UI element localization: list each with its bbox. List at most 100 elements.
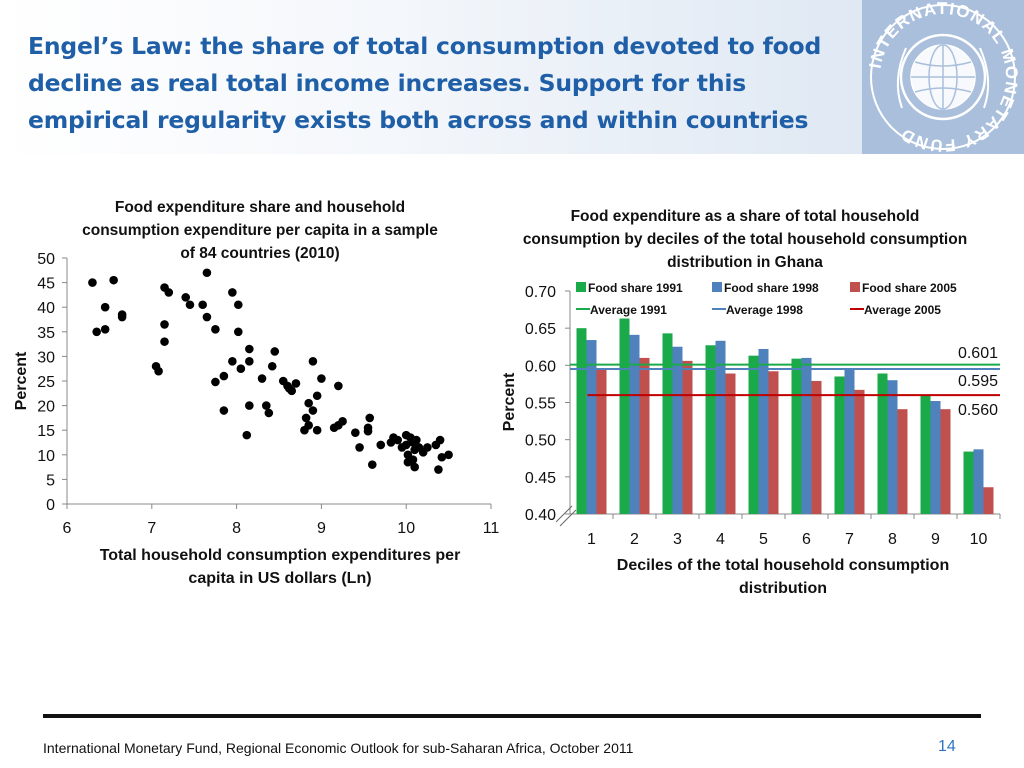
legend-label: Food share 2005: [862, 281, 957, 295]
scatter-point: [267, 361, 277, 371]
bar-y-label: Percent: [501, 372, 518, 431]
scatter-chart-title: Food expenditure share and household con…: [82, 199, 438, 262]
scatter-point: [291, 379, 301, 388]
x-tick-label: 11: [483, 520, 500, 537]
bar: [887, 380, 898, 514]
bar: [768, 371, 779, 514]
scatter-point: [202, 268, 212, 278]
scatter-point: [437, 452, 447, 462]
bar: [725, 373, 736, 514]
scatter-point: [435, 435, 445, 445]
scatter-point: [100, 325, 110, 334]
scatter-point: [233, 327, 243, 337]
y-tick-label: 5: [46, 472, 55, 489]
bar: [854, 389, 865, 514]
scatter-point: [202, 312, 212, 322]
average-label: 0.560: [958, 402, 998, 419]
scatter-point: [211, 325, 220, 334]
scatter-point: [376, 440, 386, 450]
axis-break: [555, 505, 573, 523]
imf-seal-icon: INTERNATIONAL MONETARY FUND: [866, 0, 1020, 155]
scatter-point: [198, 300, 207, 310]
bar: [758, 348, 769, 514]
bar: [586, 340, 597, 514]
y-tick-label: 0.50: [525, 433, 556, 450]
legend-swatch: [576, 282, 586, 292]
y-tick-label: 35: [37, 325, 55, 342]
x-tick-label: 6: [63, 520, 72, 537]
scatter-point: [181, 293, 191, 302]
scatter-point: [100, 302, 110, 312]
scatter-point: [117, 312, 127, 322]
scatter-point: [365, 413, 375, 423]
x-tick-label: 10: [397, 520, 415, 537]
average-label: 0.595: [958, 373, 998, 390]
bar: [748, 355, 759, 514]
bar: [811, 380, 822, 514]
scatter-point: [154, 366, 163, 376]
scatter-point: [160, 337, 169, 346]
scatter-point: [264, 408, 274, 418]
bar-x-label: distribution: [739, 580, 827, 597]
bar: [844, 369, 855, 514]
bar: [791, 358, 802, 514]
bar-chart-title: Food expenditure as a share of total hou…: [522, 208, 968, 271]
globe-icon: [910, 44, 976, 110]
y-tick-label: 20: [37, 399, 55, 416]
bar: [930, 401, 941, 514]
scatter-point: [242, 430, 252, 440]
y-tick-label: 0.60: [525, 358, 556, 375]
scatter-point: [109, 275, 118, 285]
y-tick-label: 0.65: [525, 321, 556, 338]
y-tick-label: 0.55: [525, 396, 556, 413]
scatter-point: [301, 413, 311, 423]
bar: [983, 487, 994, 514]
scatter-point: [261, 401, 271, 410]
scatter-point: [228, 357, 237, 366]
bar: [596, 369, 607, 514]
imf-logo: INTERNATIONAL MONETARY FUND: [862, 0, 1024, 155]
scatter-point: [317, 374, 326, 383]
footer-divider: [43, 714, 981, 718]
scatter-point: [423, 443, 432, 452]
x-tick-label: 4: [716, 531, 725, 548]
scatter-point: [164, 288, 174, 297]
x-tick-label: 7: [147, 520, 156, 537]
scatter-point: [308, 406, 318, 415]
scatter-point: [393, 435, 403, 445]
bar: [801, 357, 812, 514]
x-tick-label: 8: [232, 520, 241, 537]
scatter-point: [334, 381, 343, 391]
bar: [940, 409, 951, 514]
legend-swatch: [850, 282, 860, 292]
legend-label: Average 1998: [726, 303, 803, 317]
scatter-point: [257, 374, 267, 383]
y-tick-label: 15: [37, 423, 55, 440]
y-tick-label: 0.70: [525, 284, 556, 301]
scatter-point: [219, 371, 229, 381]
page-number: 14: [938, 738, 956, 755]
y-tick-label: 0: [46, 497, 55, 514]
bar: [920, 395, 931, 514]
scatter-y-label: Percent: [13, 351, 30, 410]
scatter-point: [219, 406, 229, 415]
scatter-point: [308, 357, 318, 366]
x-tick-label: 2: [630, 531, 639, 548]
x-tick-label: 7: [845, 531, 854, 548]
scatter-point: [363, 426, 373, 436]
bar: [973, 449, 984, 514]
scatter-point: [92, 327, 101, 337]
y-tick-label: 10: [37, 448, 55, 465]
y-tick-label: 40: [37, 300, 55, 317]
bar: [629, 334, 640, 514]
scatter-point: [270, 347, 280, 356]
legend-label: Food share 1991: [588, 281, 683, 295]
scatter-point: [304, 398, 313, 408]
scatter-point: [403, 457, 413, 467]
y-tick-label: 25: [37, 374, 55, 391]
bar-x-label: Deciles of the total household consumpti…: [617, 557, 949, 574]
x-tick-label: 5: [759, 531, 768, 548]
scatter-x-label: capita in US dollars (Ln): [188, 570, 371, 587]
scatter-point: [434, 465, 443, 474]
bar: [639, 357, 650, 514]
